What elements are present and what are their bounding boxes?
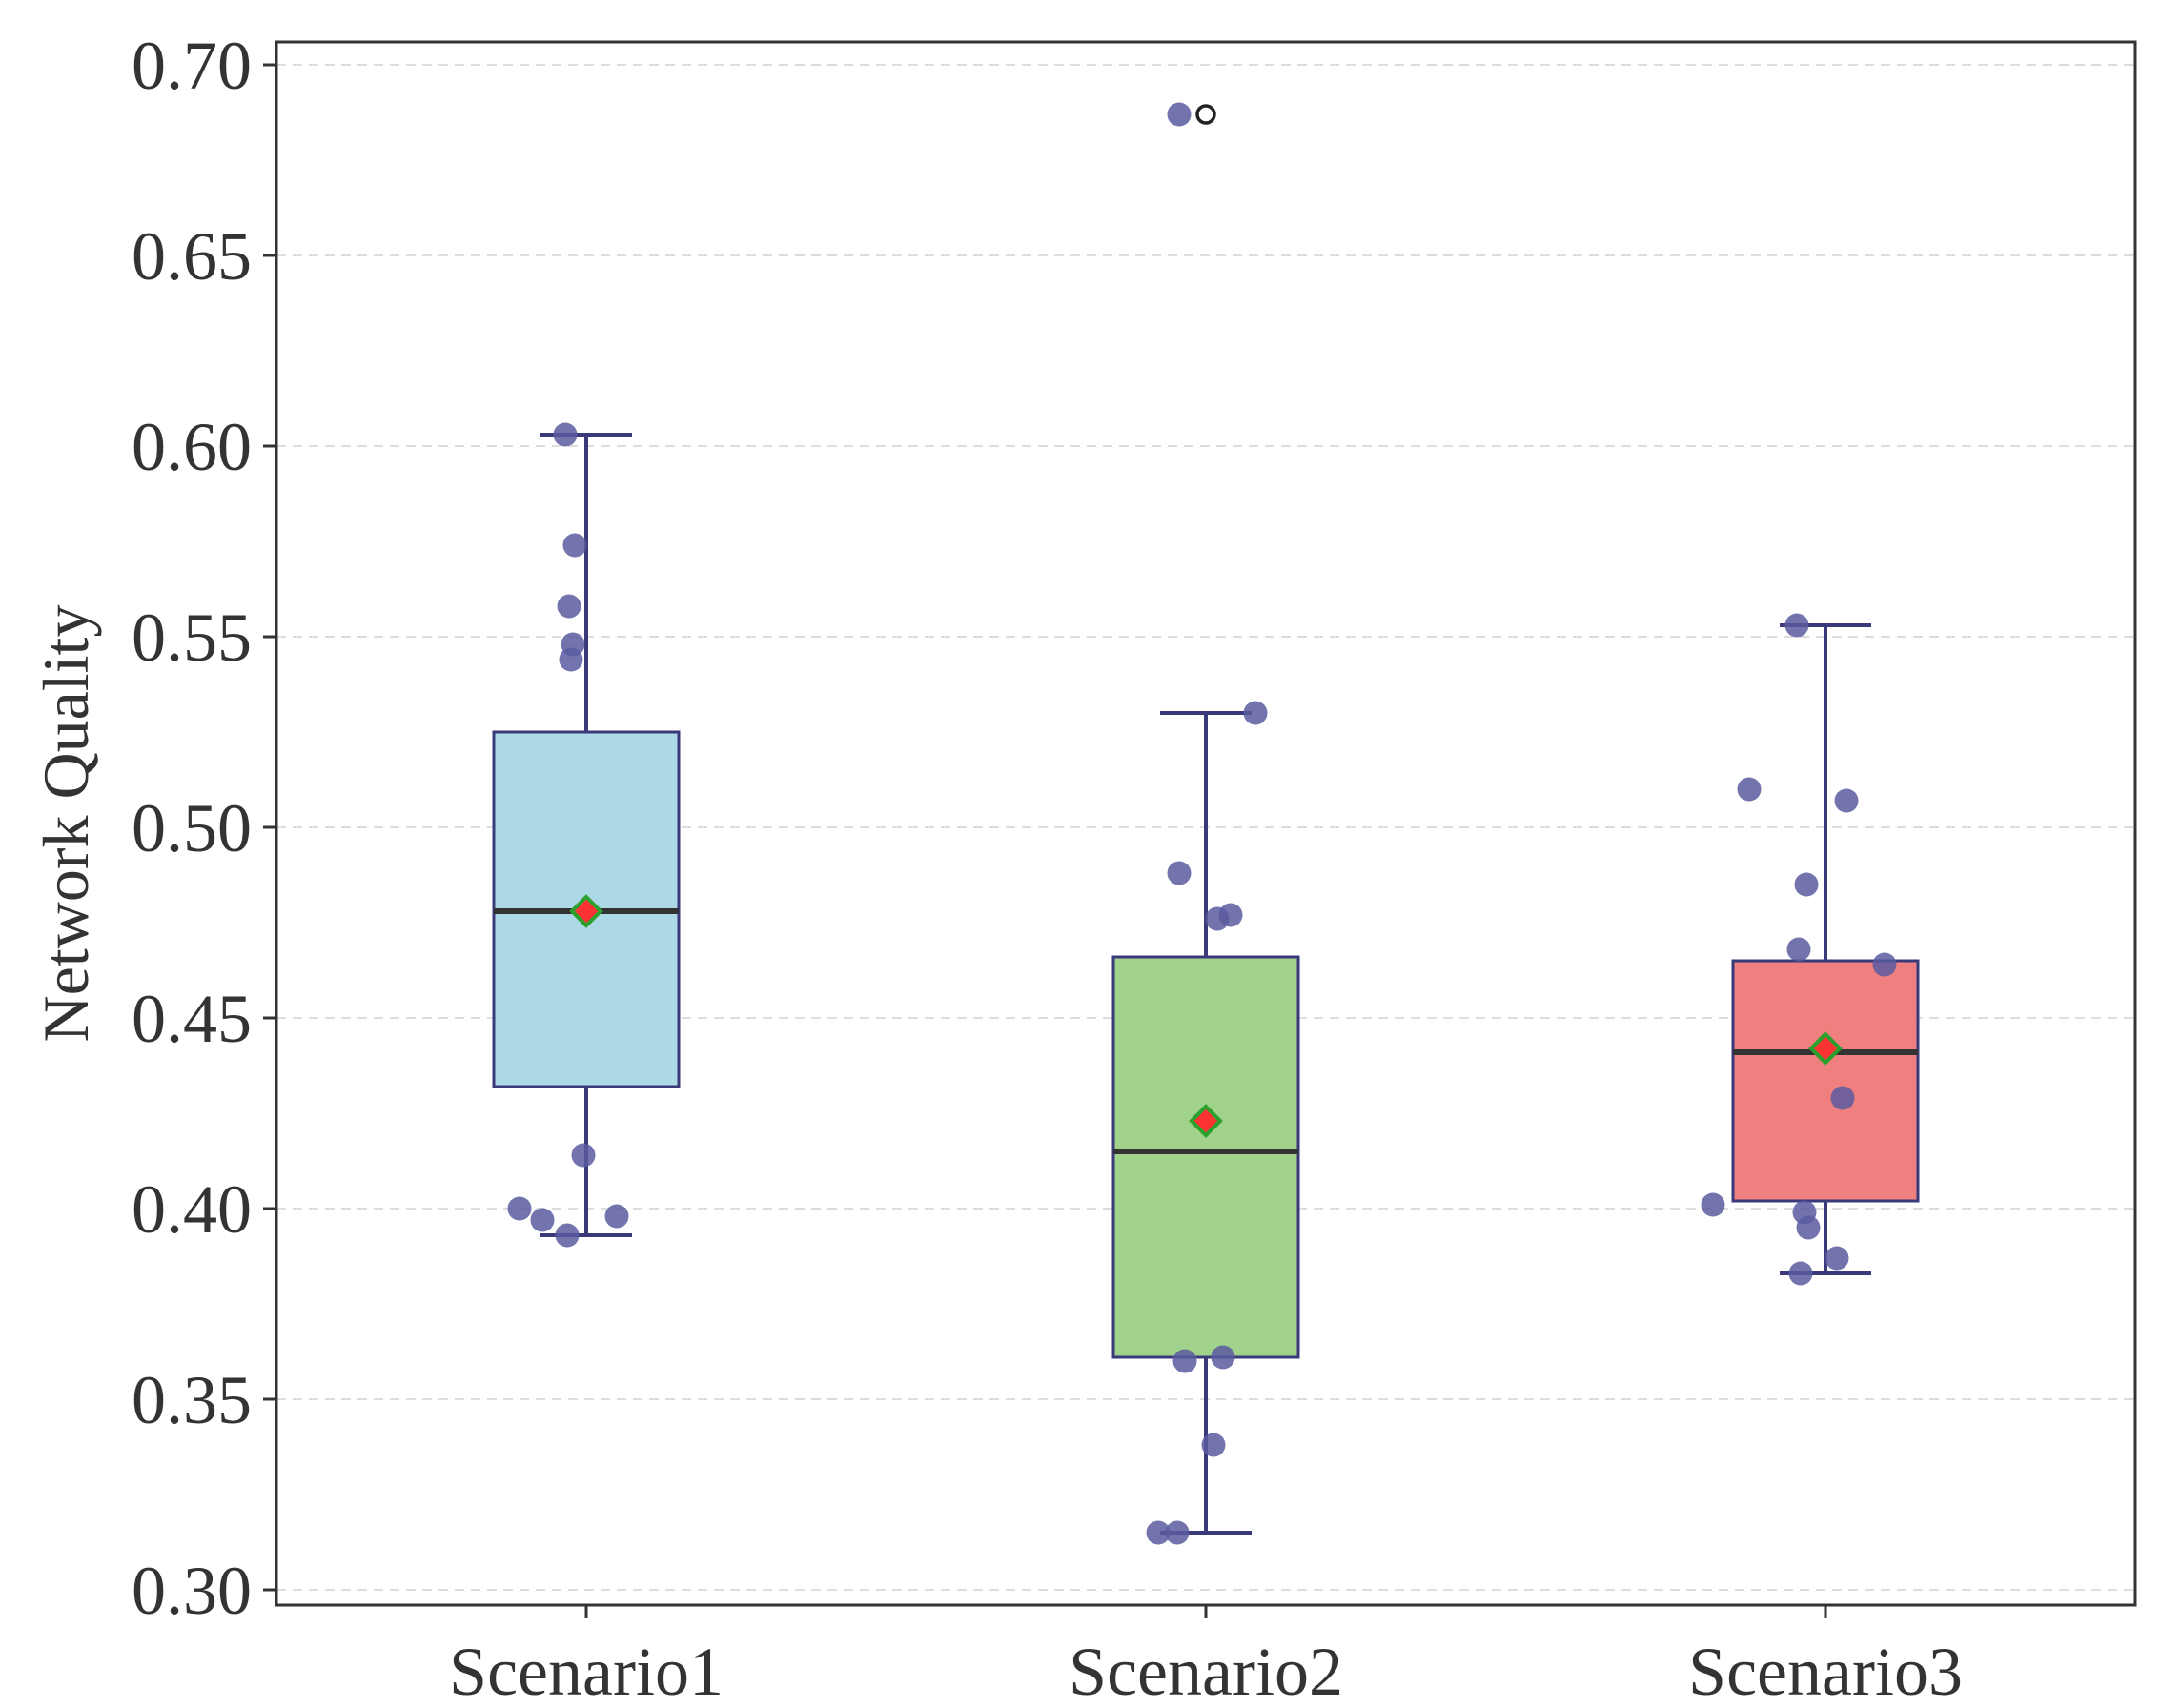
boxes [492,102,1920,1545]
x-axis-ticks: Scenario1 Scenario2 Scenario3 [449,1605,1963,1708]
data-point [559,647,583,672]
x-tick-label: Scenario3 [1688,1634,1963,1708]
data-point [1872,952,1897,977]
mean-marker [1808,1031,1843,1066]
y-tick-label: 0.35 [132,1362,252,1438]
y-tick-label: 0.60 [132,409,252,485]
data-point [1146,1520,1171,1545]
data-point [1218,903,1243,927]
data-point [1167,102,1192,127]
data-point [562,533,587,558]
data-point [1737,777,1762,802]
data-point [1784,613,1809,638]
data-point [571,1143,596,1168]
y-tick-label: 0.55 [132,600,252,676]
x-tick-label: Scenario2 [1069,1634,1343,1708]
data-point [604,1204,629,1229]
data-point [1701,1192,1725,1217]
y-tick-label: 0.40 [132,1171,252,1248]
box-group-scenario3 [1701,613,1920,1286]
plot-frame [275,40,2137,1607]
mean-marker [1189,1104,1223,1138]
data-point [1211,1345,1235,1370]
data-point [507,1196,532,1221]
y-tick-label: 0.50 [132,790,252,866]
data-point [1786,937,1811,962]
y-axis-ticks: 0.30 0.35 0.40 0.45 0.50 0.55 0.60 0.65 0.70 [132,28,276,1629]
data-point [1796,1215,1821,1240]
data-point [1825,1246,1849,1271]
data-point [1794,872,1819,897]
outlier-point [1195,104,1216,125]
data-point [553,422,578,447]
data-point [1788,1261,1813,1286]
data-point [557,594,581,619]
data-point [555,1223,580,1248]
mean-marker [569,894,603,928]
data-point [1243,701,1268,725]
data-point [1834,788,1859,813]
y-tick-label: 0.70 [132,28,252,104]
y-axis-label: Network Quality [30,605,102,1043]
y-tick-label: 0.65 [132,218,252,295]
iqr-box [1731,959,1920,1203]
data-point [1172,1349,1197,1373]
box-group-scenario1 [492,422,681,1248]
data-point [1165,1520,1190,1545]
iqr-box [1111,955,1300,1359]
y-tick-label: 0.45 [132,981,252,1057]
data-point [1167,861,1192,885]
box-group-scenario2 [1111,102,1300,1545]
data-point [1830,1086,1855,1110]
x-tick-label: Scenario1 [449,1634,724,1708]
data-point [1201,1433,1226,1457]
data-point [530,1208,555,1232]
y-tick-label: 0.30 [132,1553,252,1629]
